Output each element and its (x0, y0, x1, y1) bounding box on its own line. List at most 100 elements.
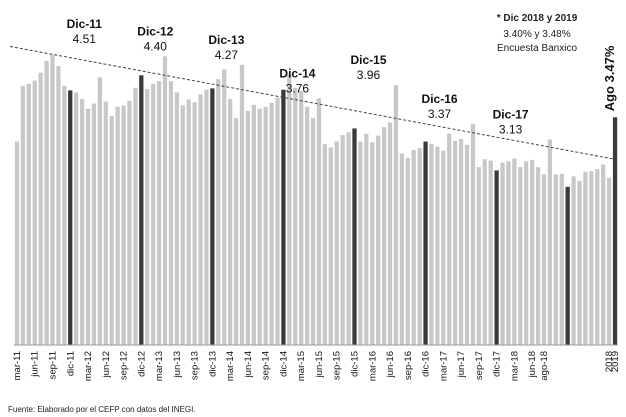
bar-feb-2018 (506, 161, 511, 345)
bar-mar-2019 (583, 171, 588, 345)
x-tick-dic-15: dic-15 (349, 351, 360, 377)
bar-ago-2013 (186, 99, 191, 345)
x-tick-jun-11: jun-11 (30, 351, 41, 378)
bar-jul-2017 (464, 144, 470, 345)
x-tick-sep-11: sep-11 (47, 351, 58, 379)
annotation-value-dic-15: 3.96 (357, 68, 381, 82)
bar-sep-2013 (192, 102, 197, 345)
x-tick-mar-17: mar-17 (438, 351, 449, 381)
x-tick-sep-12: sep-12 (119, 351, 130, 380)
bar-nov-2017 (488, 160, 493, 345)
bar-may-2012 (97, 77, 102, 345)
bar-nov-2013 (204, 89, 209, 345)
bar-mar-2015 (299, 91, 304, 345)
x-tick-sep-17: sep-17 (474, 351, 485, 380)
bar-nov-2011 (62, 85, 67, 345)
annotation-label-dic-17: Dic-17 (493, 108, 529, 122)
bar-ago-2015 (328, 147, 333, 345)
bar-may-2014 (239, 64, 245, 345)
bar-ago-2019 (612, 117, 618, 345)
annotation-label-dic-13: Dic-13 (208, 33, 244, 47)
x-tick-ago-18: ago-18 (539, 351, 550, 381)
bar-abr-2013 (162, 56, 168, 345)
bar-jun-2016 (387, 122, 393, 345)
bar-sep-2012 (121, 105, 126, 345)
bar-mar-2012 (85, 108, 91, 345)
bar-jun-2019 (601, 164, 606, 345)
bar-feb-2017 (435, 146, 440, 345)
annotation-value-dic-11: 4.51 (73, 32, 97, 46)
x-tick-jun-15: jun-15 (314, 351, 325, 378)
x-tick-2019: 2019 (610, 351, 621, 372)
bar-ago-2018 (541, 174, 547, 346)
bar-oct-2017 (482, 159, 487, 345)
annotation-value-dic-12: 4.40 (144, 39, 168, 53)
bar-feb-2012 (79, 98, 85, 345)
bar-sep-2015 (334, 141, 339, 345)
last-value-annotation: Ago 3.47% (602, 45, 617, 111)
forecast-note: * Dic 2018 y 2019 3.40% y 3.48% Encuesta… (497, 13, 578, 54)
bar-dic-2014 (281, 89, 286, 345)
bar-abr-2012 (91, 103, 97, 345)
x-tick-mar-16: mar-16 (367, 351, 378, 381)
bar-oct-2012 (127, 100, 132, 346)
bar-may-2013 (168, 81, 174, 345)
x-tick-jun-17: jun-17 (456, 351, 467, 378)
bar-jul-2016 (393, 85, 399, 346)
bar-abr-2018 (518, 167, 523, 345)
bar-sep-2011 (50, 54, 55, 345)
bar-jul-2013 (180, 105, 185, 345)
bar-ene-2016 (358, 141, 363, 345)
bar-mar-2016 (370, 142, 375, 345)
note-line-2: Encuesta Banxico (497, 43, 577, 54)
bar-abr-2011 (20, 85, 26, 345)
bar-abr-2019 (589, 171, 594, 345)
december-annotations: Dic-114.51 Dic-124.40 Dic-134.27 Dic-143.76… (67, 17, 529, 137)
bar-feb-2013 (151, 83, 156, 345)
x-tick-dic-12: dic-12 (136, 351, 147, 377)
bar-abr-2015 (304, 106, 310, 345)
bar-jun-2014 (245, 110, 251, 345)
bar-feb-2016 (364, 133, 369, 345)
annotation-value-dic-16: 3.37 (428, 107, 452, 121)
x-tick-dic-14: dic-14 (278, 351, 289, 377)
x-tick-dic-11: dic-11 (65, 351, 76, 376)
bar-jun-2018 (530, 159, 535, 345)
bar-may-2018 (524, 161, 529, 345)
bar-abr-2014 (233, 117, 239, 345)
bar-dic-2017 (494, 170, 499, 345)
note-title: * Dic 2018 y 2019 (497, 13, 578, 24)
last-value-label: Ago 3.47% (602, 45, 617, 111)
bar-ago-2017 (470, 123, 476, 345)
x-tick-mar-18: mar-18 (509, 351, 520, 381)
bar-jun-2015 (316, 98, 322, 345)
x-tick-jun-13: jun-13 (172, 351, 183, 378)
bar-ene-2012 (74, 92, 79, 345)
bar-ago-2012 (115, 106, 120, 345)
bar-mar-2018 (512, 158, 517, 346)
bar-jun-2013 (174, 92, 179, 345)
annotation-value-dic-14: 3.76 (286, 81, 310, 95)
bar-dic-2013 (210, 88, 215, 345)
x-tick-dic-16: dic-16 (421, 351, 432, 377)
x-axis-tick-labels: mar-11 jun-11 sep-11 dic-11 mar-12 jun-12 sep-… (12, 351, 621, 381)
x-tick-dic-13: dic-13 (207, 351, 218, 377)
bar-ene-2019 (571, 176, 576, 345)
x-tick-jun-16: jun-16 (385, 351, 396, 378)
bar-dic-2018 (565, 186, 570, 345)
bar-ago-2016 (399, 153, 404, 346)
x-tick-mar-13: mar-13 (154, 351, 165, 381)
bar-jun-2011 (32, 80, 37, 345)
bar-series (14, 54, 618, 346)
bar-ene-2018 (500, 162, 505, 345)
bar-abr-2016 (376, 135, 381, 345)
bar-dic-2012 (139, 75, 144, 345)
x-tick-mar-15: mar-15 (296, 351, 307, 381)
bar-may-2017 (453, 140, 458, 345)
source-note: Fuente: Elaborado por el CEFP con datos … (8, 405, 196, 414)
annotation-value-dic-13: 4.27 (215, 48, 239, 62)
note-line-1: 3.40% y 3.48% (503, 29, 570, 40)
bar-ene-2017 (429, 144, 434, 345)
bar-jul-2015 (322, 144, 328, 345)
